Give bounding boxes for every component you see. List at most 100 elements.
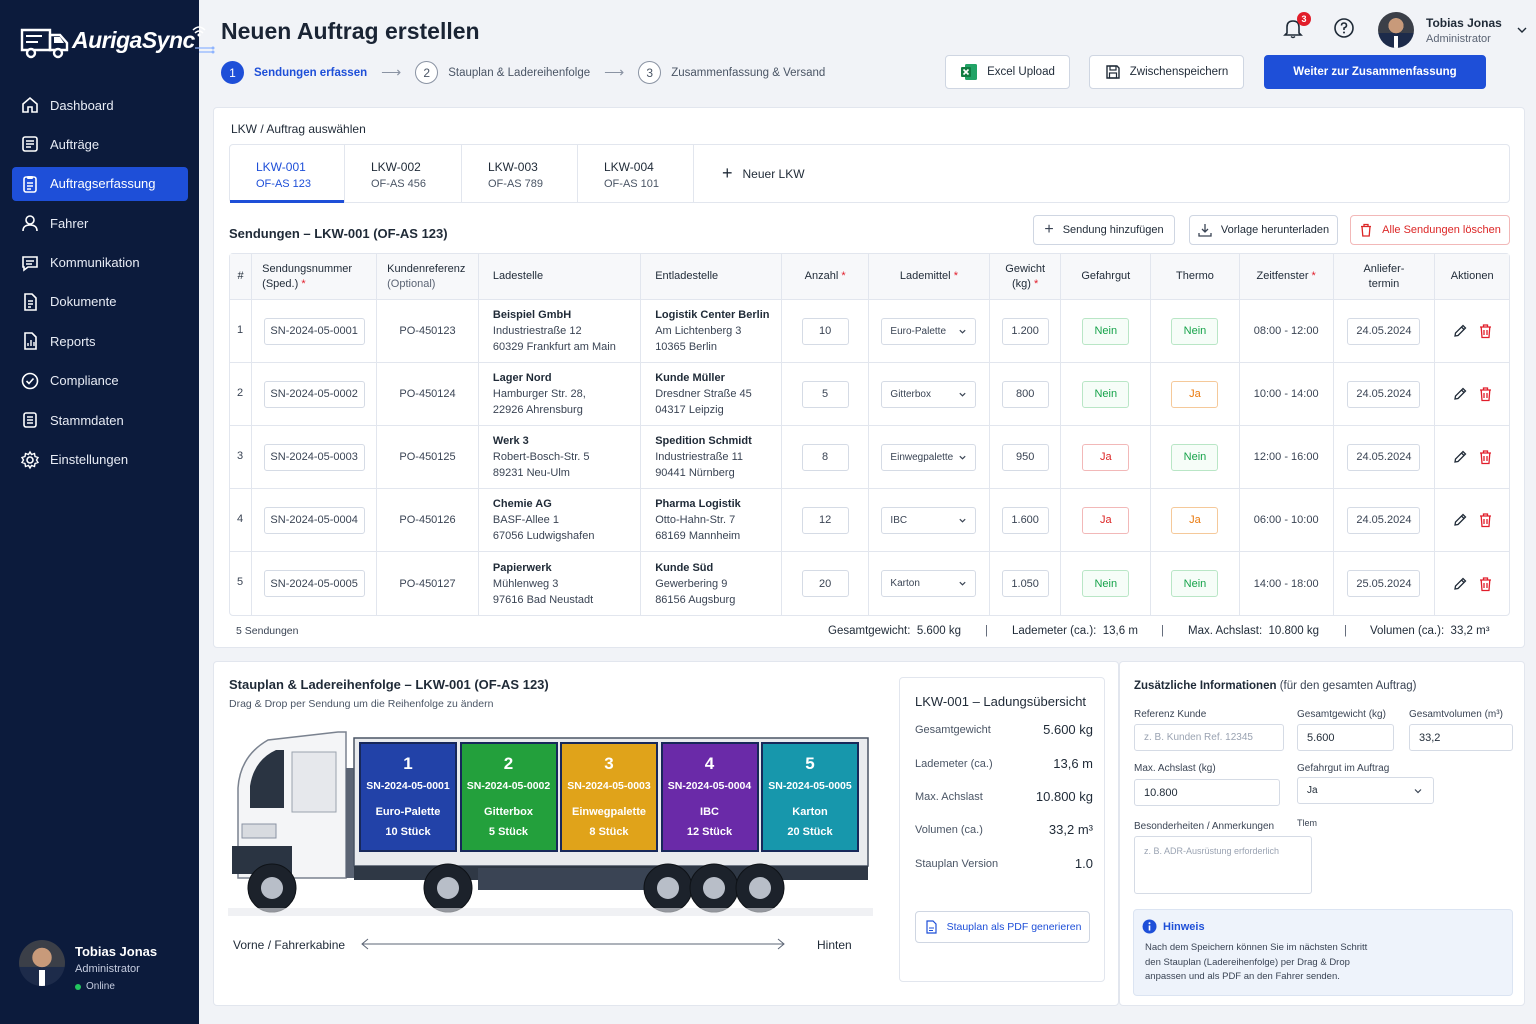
- tab-lkw-003[interactable]: LKW-003 OF-AS 789: [462, 145, 578, 202]
- stowage-segment-4[interactable]: 4 SN-2024-05-0004 IBC 12 Stück: [660, 742, 759, 852]
- sidebar-item-fahrer[interactable]: Fahrer: [12, 206, 188, 240]
- carrier-select[interactable]: Gitterbox: [881, 380, 977, 408]
- download-template-button[interactable]: Vorlage herunterladen: [1189, 215, 1338, 245]
- logo[interactable]: AurigaSync: [20, 18, 217, 62]
- tab-lkw-002[interactable]: LKW-002 OF-AS 456: [345, 145, 462, 202]
- step-2[interactable]: 2 Stauplan & Ladereihenfolge: [415, 61, 590, 84]
- add-shipment-button[interactable]: + Sendung hinzufügen: [1033, 215, 1175, 245]
- date-input[interactable]: 24.05.2024: [1347, 380, 1421, 408]
- sidebar-item-auftraege[interactable]: Aufträge: [12, 127, 188, 161]
- delete-all-button[interactable]: Alle Sendungen löschen: [1350, 215, 1510, 245]
- tab-lkw-004[interactable]: LKW-004 OF-AS 101: [578, 145, 694, 202]
- edit-icon[interactable]: [1452, 386, 1468, 402]
- tab-lkw-001[interactable]: LKW-001 OF-AS 123: [230, 145, 345, 203]
- sidebar-item-dokumente[interactable]: Dokumente: [12, 285, 188, 319]
- thermo-toggle[interactable]: Nein: [1171, 570, 1219, 597]
- step-3[interactable]: 3 Zusammenfassung & Versand: [638, 61, 825, 84]
- generate-pdf-button[interactable]: Stauplan als PDF generieren: [915, 911, 1090, 943]
- volume-summary: Volumen (ca.): 33,2 m³: [1370, 625, 1490, 637]
- shipment-number-input[interactable]: SN-2024-05-0002: [263, 380, 365, 408]
- axle-input[interactable]: 10.800: [1134, 779, 1280, 806]
- hazard-toggle[interactable]: Ja: [1082, 443, 1130, 471]
- quantity-input[interactable]: 20: [801, 570, 849, 597]
- hazard-toggle[interactable]: Nein: [1082, 317, 1130, 345]
- loading-city: 60329 Frankfurt am Main: [492, 341, 616, 353]
- shipment-number-input[interactable]: SN-2024-05-0001: [263, 317, 365, 345]
- sidebar-item-stammdaten[interactable]: Stammdaten: [12, 403, 188, 437]
- tab-title: LKW-004: [604, 160, 654, 174]
- trash-icon[interactable]: [1478, 386, 1493, 402]
- carrier-select[interactable]: Einwegpalette: [881, 443, 977, 471]
- required-mark: *: [1034, 277, 1039, 290]
- sidebar-item-reports[interactable]: Reports: [12, 324, 188, 358]
- weight-input[interactable]: 1.050: [1001, 570, 1049, 597]
- carrier-select[interactable]: Euro-Palette: [881, 317, 977, 345]
- thermo-toggle[interactable]: Nein: [1171, 317, 1219, 345]
- new-truck-button[interactable]: + Neuer LKW: [694, 145, 805, 202]
- stowage-segment-1[interactable]: 1 SN-2024-05-0001 Euro-Palette 10 Stück: [359, 742, 457, 852]
- hazard-toggle[interactable]: Nein: [1082, 380, 1130, 408]
- loading-street: Industriestraße 12: [492, 325, 582, 337]
- thermo-toggle[interactable]: Ja: [1171, 506, 1219, 534]
- quantity-input[interactable]: 10: [801, 317, 849, 345]
- next-button[interactable]: Weiter zur Zusammenfassung: [1264, 55, 1486, 89]
- load-summary-title: LKW-001 – Ladungsübersicht: [915, 694, 1087, 709]
- quantity-input[interactable]: 8: [801, 443, 849, 471]
- save-draft-button[interactable]: Zwischenspeichern: [1089, 55, 1244, 89]
- sidebar-item-compliance[interactable]: Compliance: [12, 364, 188, 398]
- weight-input[interactable]: 1.200: [1001, 317, 1049, 345]
- quantity-input[interactable]: 5: [801, 380, 849, 408]
- thermo-toggle[interactable]: Nein: [1171, 443, 1219, 471]
- number-cell: SN-2024-05-0001: [252, 300, 378, 363]
- edit-icon[interactable]: [1452, 576, 1468, 592]
- shipment-number-input[interactable]: SN-2024-05-0003: [263, 443, 365, 471]
- step-1[interactable]: 1 Sendungen erfassen: [221, 61, 367, 84]
- weight-input[interactable]: 950: [1001, 443, 1049, 471]
- date-input[interactable]: 24.05.2024: [1347, 443, 1421, 471]
- sidebar-item-einstellungen[interactable]: Einstellungen: [12, 443, 188, 477]
- stepper: 1 Sendungen erfassen ⟶ 2 Stauplan & Ladere…: [221, 61, 825, 84]
- trash-icon[interactable]: [1478, 576, 1493, 592]
- stowage-segment-3[interactable]: 3 SN-2024-05-0003 Einwegpalette 8 Stück: [560, 742, 658, 852]
- carrier-select[interactable]: IBC: [881, 506, 977, 534]
- date-input[interactable]: 25.05.2024: [1347, 570, 1421, 597]
- sidebar-item-auftragserfassung[interactable]: Auftragserfassung: [12, 166, 188, 201]
- trash-icon[interactable]: [1478, 449, 1493, 465]
- summary-key: Lademeter (ca.):: [1012, 625, 1097, 637]
- notes-textarea[interactable]: z. B. ADR-Ausrüstung erforderlich: [1134, 836, 1312, 894]
- hazard-toggle[interactable]: Nein: [1082, 570, 1130, 597]
- carrier-select[interactable]: Karton: [881, 570, 977, 597]
- hazard-toggle[interactable]: Ja: [1082, 506, 1130, 534]
- shipment-number-input[interactable]: SN-2024-05-0004: [263, 506, 365, 534]
- help-icon[interactable]: [1333, 17, 1355, 39]
- weight-input[interactable]: 800: [1001, 380, 1049, 408]
- edit-icon[interactable]: [1452, 323, 1468, 339]
- select-value: Einwegpalette: [890, 451, 954, 463]
- weight-input[interactable]: 5.600: [1297, 724, 1394, 751]
- volume-input[interactable]: 33,2: [1409, 724, 1513, 751]
- edit-icon[interactable]: [1452, 512, 1468, 528]
- hazard-select[interactable]: Ja: [1297, 777, 1434, 804]
- bell-icon[interactable]: [1282, 17, 1304, 39]
- header-user[interactable]: Tobias Jonas Administrator: [1378, 12, 1528, 48]
- trash-icon[interactable]: [1478, 512, 1493, 528]
- thermo-toggle[interactable]: Ja: [1171, 380, 1219, 408]
- excel-upload-button[interactable]: Excel Upload: [945, 55, 1070, 89]
- quantity-input[interactable]: 12: [801, 506, 849, 534]
- shipment-number-input[interactable]: SN-2024-05-0005: [263, 570, 365, 597]
- edit-icon[interactable]: [1452, 449, 1468, 465]
- sidebar-item-dashboard[interactable]: Dashboard: [12, 88, 188, 122]
- date-input[interactable]: 24.05.2024: [1347, 506, 1421, 534]
- stowage-segment-5[interactable]: 5 SN-2024-05-0005 Karton 20 Stück: [761, 742, 859, 852]
- trash-icon[interactable]: [1478, 323, 1493, 339]
- sidebar-item-kommunikation[interactable]: Kommunikation: [12, 246, 188, 280]
- weight-input[interactable]: 1.600: [1001, 506, 1049, 534]
- date-input[interactable]: 24.05.2024: [1347, 317, 1421, 345]
- sidebar-user[interactable]: Tobias Jonas Administrator Online: [19, 940, 157, 992]
- segment-quantity: 12 Stück: [686, 826, 733, 838]
- ref-input[interactable]: z. B. Kunden Ref. 12345: [1134, 724, 1284, 751]
- tab-title: LKW-002: [371, 160, 421, 174]
- col-number: Sendungsnummer (Sped.) *: [252, 254, 378, 300]
- hint-box: Hinweis Nach dem Speichern können Sie im…: [1133, 909, 1513, 996]
- stowage-segment-2[interactable]: 2 SN-2024-05-0002 Gitterbox 5 Stück: [459, 742, 558, 852]
